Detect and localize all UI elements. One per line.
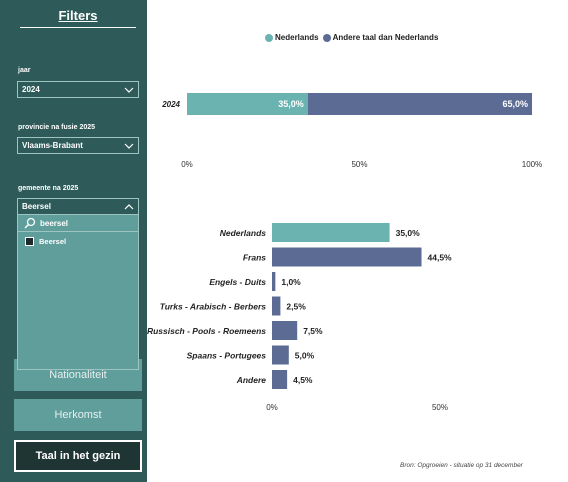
bar	[272, 223, 390, 242]
gemeente-select-value: Beersel	[22, 202, 51, 211]
bar	[272, 321, 298, 340]
language-bar-chart: Nederlands 35,0% Frans 44,5% Engels - Duits 1…	[147, 223, 453, 412]
sidebar: Filters jaar 2024 provincie na fusie 202…	[0, 0, 147, 482]
legend-item-nederlands: Nederlands	[265, 33, 319, 42]
filter-label-gemeente: gemeente na 2025	[18, 185, 79, 192]
tick-label: 0%	[181, 160, 193, 169]
tick-label: 100%	[522, 160, 542, 169]
chevron-down-icon	[124, 87, 134, 93]
data-label: 1,0%	[281, 277, 301, 287]
legend-label: Andere taal dan Nederlands	[332, 33, 439, 42]
filters-divider	[20, 27, 136, 28]
category-label: Spaans - Portugees	[187, 351, 267, 361]
search-icon	[24, 217, 36, 229]
data-label: 44,5%	[428, 253, 453, 263]
dropdown-option[interactable]: Beersel	[18, 235, 138, 249]
tick-label: 50%	[351, 160, 367, 169]
category-label: Turks - Arabisch - Berbers	[160, 302, 267, 312]
source-note: Bron: Opgroeien - situatie op 31 decembe…	[400, 462, 523, 469]
bar-segment	[307, 93, 532, 115]
filter-label-provincie: provincie na fusie 2025	[18, 124, 96, 131]
nav-taal-button[interactable]: Taal in het gezin	[14, 440, 142, 472]
bar	[272, 247, 422, 267]
nav-herkomst-button[interactable]: Herkomst	[14, 399, 142, 431]
stacked-bar-chart: 2024 35,0% 65,0% 0% 50% 100%	[161, 93, 542, 169]
legend-dot-icon	[265, 33, 273, 42]
bar	[272, 296, 281, 316]
tick-label: 0%	[266, 403, 278, 412]
provincie-select[interactable]: Vlaams-Brabant	[17, 137, 139, 154]
data-label: 65,0%	[502, 99, 528, 109]
checkbox-icon[interactable]	[25, 237, 34, 246]
legend-item-andere: Andere taal dan Nederlands	[322, 33, 439, 42]
bar	[272, 272, 276, 291]
gemeente-dropdown: beersel Beersel	[17, 214, 139, 370]
data-label: 35,0%	[396, 228, 421, 238]
category-label: Engels - Duits	[209, 277, 266, 287]
legend-label: Nederlands	[275, 33, 319, 42]
data-label: 5,0%	[295, 351, 315, 361]
data-label: 4,5%	[293, 375, 313, 385]
provincie-select-value: Vlaams-Brabant	[22, 141, 83, 150]
data-label: 2,5%	[286, 302, 306, 312]
data-label: 7,5%	[303, 326, 323, 336]
category-label: Russisch - Pools - Roemeens	[147, 326, 266, 336]
category-label: 2024	[161, 100, 180, 109]
bar	[272, 370, 288, 389]
category-label: Nederlands	[220, 228, 267, 238]
jaar-select[interactable]: 2024	[17, 81, 139, 98]
filters-title: Filters	[58, 8, 98, 23]
filter-label-jaar: jaar	[18, 67, 31, 74]
search-input[interactable]: beersel	[40, 219, 69, 228]
dropdown-search[interactable]: beersel	[18, 215, 138, 232]
chevron-up-icon	[124, 204, 134, 210]
chart-legend: Nederlands Andere taal dan Nederlands	[265, 33, 442, 42]
data-label: 35,0%	[278, 99, 304, 109]
category-label: Andere	[236, 375, 267, 385]
dropdown-option-label: Beersel	[39, 237, 67, 246]
tick-label: 50%	[432, 403, 448, 412]
bar-segment	[187, 93, 308, 115]
bar	[272, 345, 289, 365]
category-label: Frans	[243, 253, 266, 263]
legend-dot-icon	[322, 33, 331, 42]
jaar-select-value: 2024	[22, 85, 40, 94]
chevron-down-icon	[124, 143, 134, 149]
